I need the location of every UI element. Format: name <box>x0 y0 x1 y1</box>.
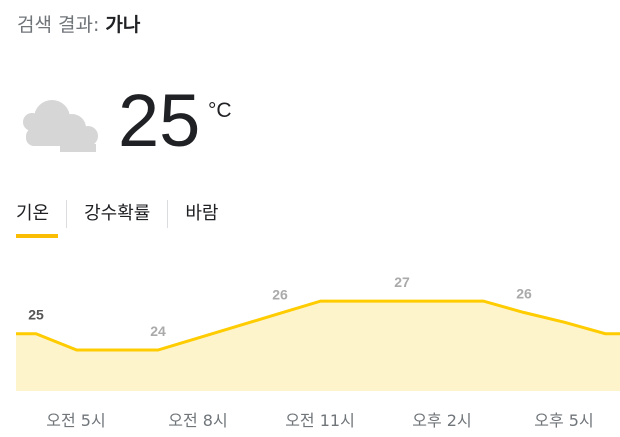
tab-precipitation[interactable]: 강수확률 <box>66 200 167 228</box>
x-tick-label: 오전 11시 <box>285 411 355 430</box>
unit-celsius[interactable]: °C <box>208 99 232 122</box>
x-tick-label: 오전 8시 <box>168 411 227 430</box>
tab-temperature[interactable]: 기온 <box>16 200 66 238</box>
search-result-heading: 검색 결과: 가나 <box>17 10 140 37</box>
tab-wind[interactable]: 바람 <box>167 200 235 228</box>
search-query: 가나 <box>105 14 141 36</box>
chart-area <box>16 301 620 391</box>
x-tick-label: 오후 5시 <box>534 411 593 430</box>
data-label: 25 <box>28 307 44 323</box>
data-label: 27 <box>394 274 410 290</box>
data-label: 26 <box>272 286 288 302</box>
data-label: 26 <box>516 286 532 302</box>
current-temperature: 25 <box>118 79 201 162</box>
data-label: 24 <box>150 323 166 339</box>
search-prefix: 검색 결과: <box>17 14 106 36</box>
temperature-chart: 25 24 26 27 26 오전 5시 오전 8시 오전 11시 오후 2시 오후 5시 <box>16 274 620 430</box>
chart-line <box>16 299 620 352</box>
x-tick-label: 오전 5시 <box>46 411 105 430</box>
x-tick-label: 오후 2시 <box>412 411 471 430</box>
weather-tabs: 기온 강수확률 바람 <box>16 200 236 238</box>
cloudy-icon <box>23 100 98 152</box>
